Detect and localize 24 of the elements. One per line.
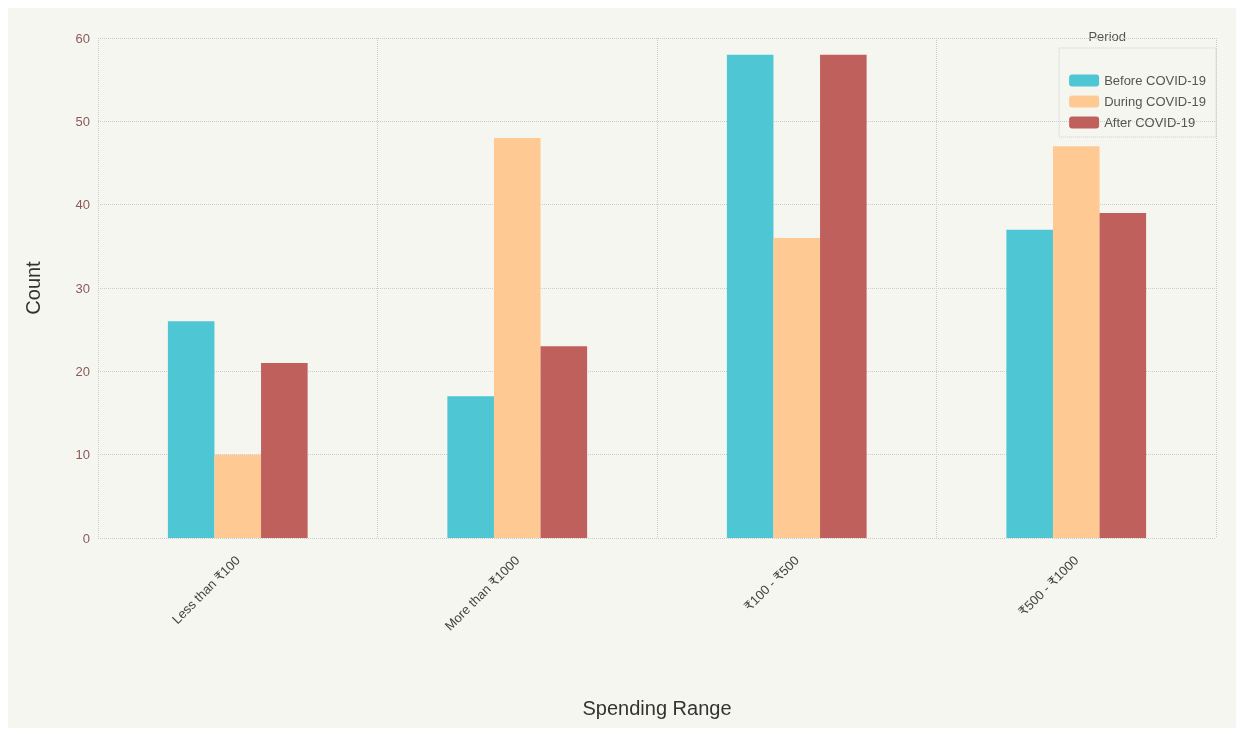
bar	[167, 321, 215, 538]
y-tick-label: 50	[75, 113, 90, 129]
bar	[1006, 229, 1053, 538]
legend-label: Before COVID-19	[1104, 73, 1206, 88]
y-tick-label: 60	[75, 30, 90, 46]
legend-label: During COVID-19	[1104, 94, 1206, 109]
legend-label: After COVID-19	[1104, 115, 1196, 130]
bar	[1052, 146, 1100, 538]
bar	[493, 138, 541, 538]
bar	[261, 363, 308, 538]
y-tick-label: 40	[75, 197, 90, 213]
bar	[540, 346, 588, 538]
y-tick-label: 30	[75, 280, 90, 296]
bar	[726, 54, 774, 538]
bar	[447, 396, 494, 538]
bar	[773, 238, 821, 538]
y-tick-label: 0	[82, 530, 90, 546]
y-axis-title: Count	[22, 260, 44, 315]
bar	[820, 54, 867, 538]
x-axis-title: Spending Range	[582, 697, 732, 719]
bar	[214, 454, 262, 538]
y-tick-label: 20	[75, 363, 90, 379]
y-tick-label: 10	[75, 447, 90, 463]
bar	[1099, 213, 1147, 538]
